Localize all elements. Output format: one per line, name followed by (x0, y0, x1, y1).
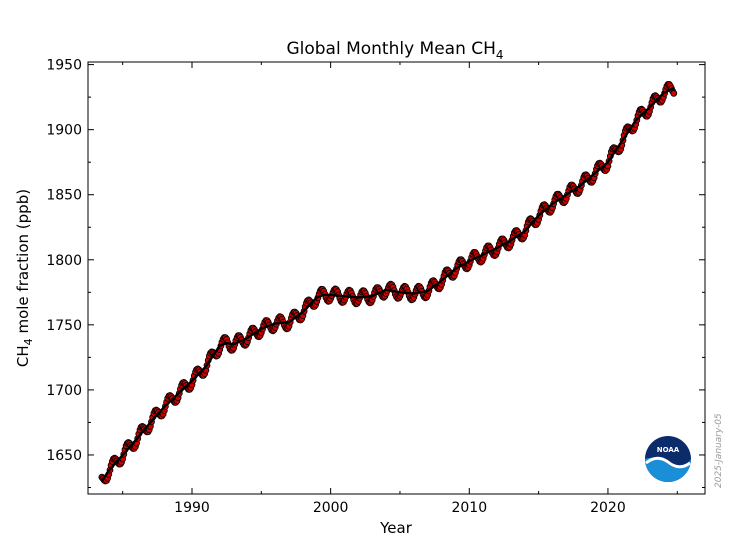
y-axis-ticks: 1650 1700 1750 1800 1850 1900 1950 (46, 58, 705, 488)
trend-line (100, 86, 675, 482)
date-stamp: 2025-January-05 (714, 413, 724, 488)
plot-frame (87, 61, 706, 495)
y-tick-label: 1900 (46, 123, 82, 139)
x-axis-title: Year (379, 519, 413, 537)
x-axis-ticks: 1990 2000 2010 2020 (122, 62, 678, 516)
y-axis-title: CH4 mole fraction (ppb) (14, 189, 35, 367)
y-tick-label: 1950 (46, 58, 82, 74)
x-tick-label: 2020 (590, 500, 626, 516)
y-tick-label: 1700 (46, 383, 82, 399)
noaa-logo-text: NOAA (657, 446, 680, 454)
x-tick-label: 2010 (451, 500, 487, 516)
noaa-logo: NOAA (645, 436, 691, 482)
y-tick-label: 1650 (46, 448, 82, 464)
x-tick-label: 1990 (174, 500, 210, 516)
monthly-mean-point (670, 89, 678, 97)
monthly-mean-points (98, 81, 678, 485)
y-tick-label: 1750 (46, 318, 82, 334)
y-tick-label: 1800 (46, 253, 82, 269)
x-tick-label: 2000 (313, 500, 349, 516)
chart-title: Global Monthly Mean CH4 (286, 39, 503, 62)
y-tick-label: 1850 (46, 188, 82, 204)
